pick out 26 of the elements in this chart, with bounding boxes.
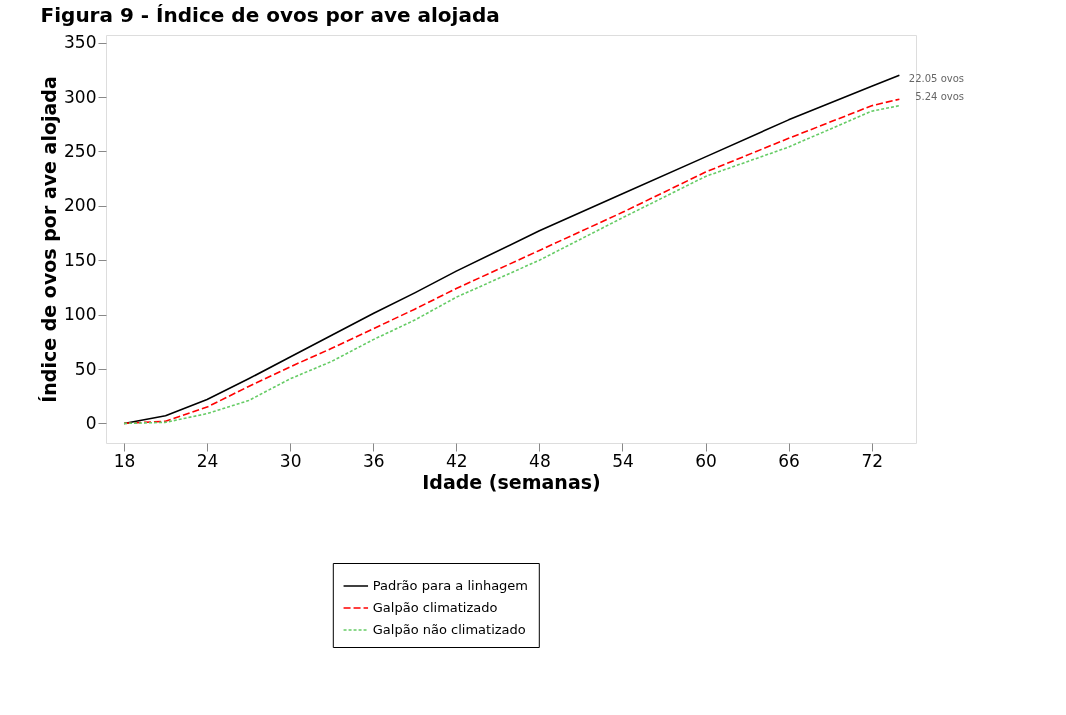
y-axis-title: Índice de ovos por ave alojada bbox=[38, 76, 61, 403]
y-tick-label: 0 bbox=[85, 412, 97, 433]
legend-label: Galpão não climatizado bbox=[372, 622, 526, 637]
x-tick-label: 24 bbox=[196, 450, 219, 471]
y-tick-label: 250 bbox=[64, 140, 97, 161]
y-tick-label: 350 bbox=[64, 32, 97, 53]
y-tick-label: 300 bbox=[64, 86, 97, 107]
x-tick-label: 54 bbox=[612, 450, 634, 471]
x-tick-label: 66 bbox=[778, 450, 800, 471]
x-tick-label: 48 bbox=[529, 450, 551, 471]
x-tick-label: 60 bbox=[695, 450, 717, 471]
y-tick-label: 150 bbox=[64, 249, 97, 270]
y-tick-label: 200 bbox=[64, 195, 97, 216]
y-tick-label: 100 bbox=[64, 304, 97, 325]
x-tick-label: 72 bbox=[861, 450, 884, 471]
y-tick-label: 50 bbox=[74, 358, 97, 379]
x-tick-label: 18 bbox=[113, 450, 136, 471]
legend-label: Galpão climatizado bbox=[372, 600, 498, 615]
x-tick-label: 42 bbox=[445, 450, 468, 471]
legend-label: Padrão para a linhagem bbox=[372, 578, 529, 593]
x-tick-label: 30 bbox=[279, 450, 302, 471]
x-tick-label: 36 bbox=[362, 450, 385, 471]
annotation: 5.24 ovos bbox=[915, 91, 964, 102]
chart-title: Figura 9 - Índice de ovos por ave alojada bbox=[40, 2, 500, 27]
x-axis-title: Idade (semanas) bbox=[422, 470, 601, 493]
annotation: 22.05 ovos bbox=[908, 73, 964, 84]
